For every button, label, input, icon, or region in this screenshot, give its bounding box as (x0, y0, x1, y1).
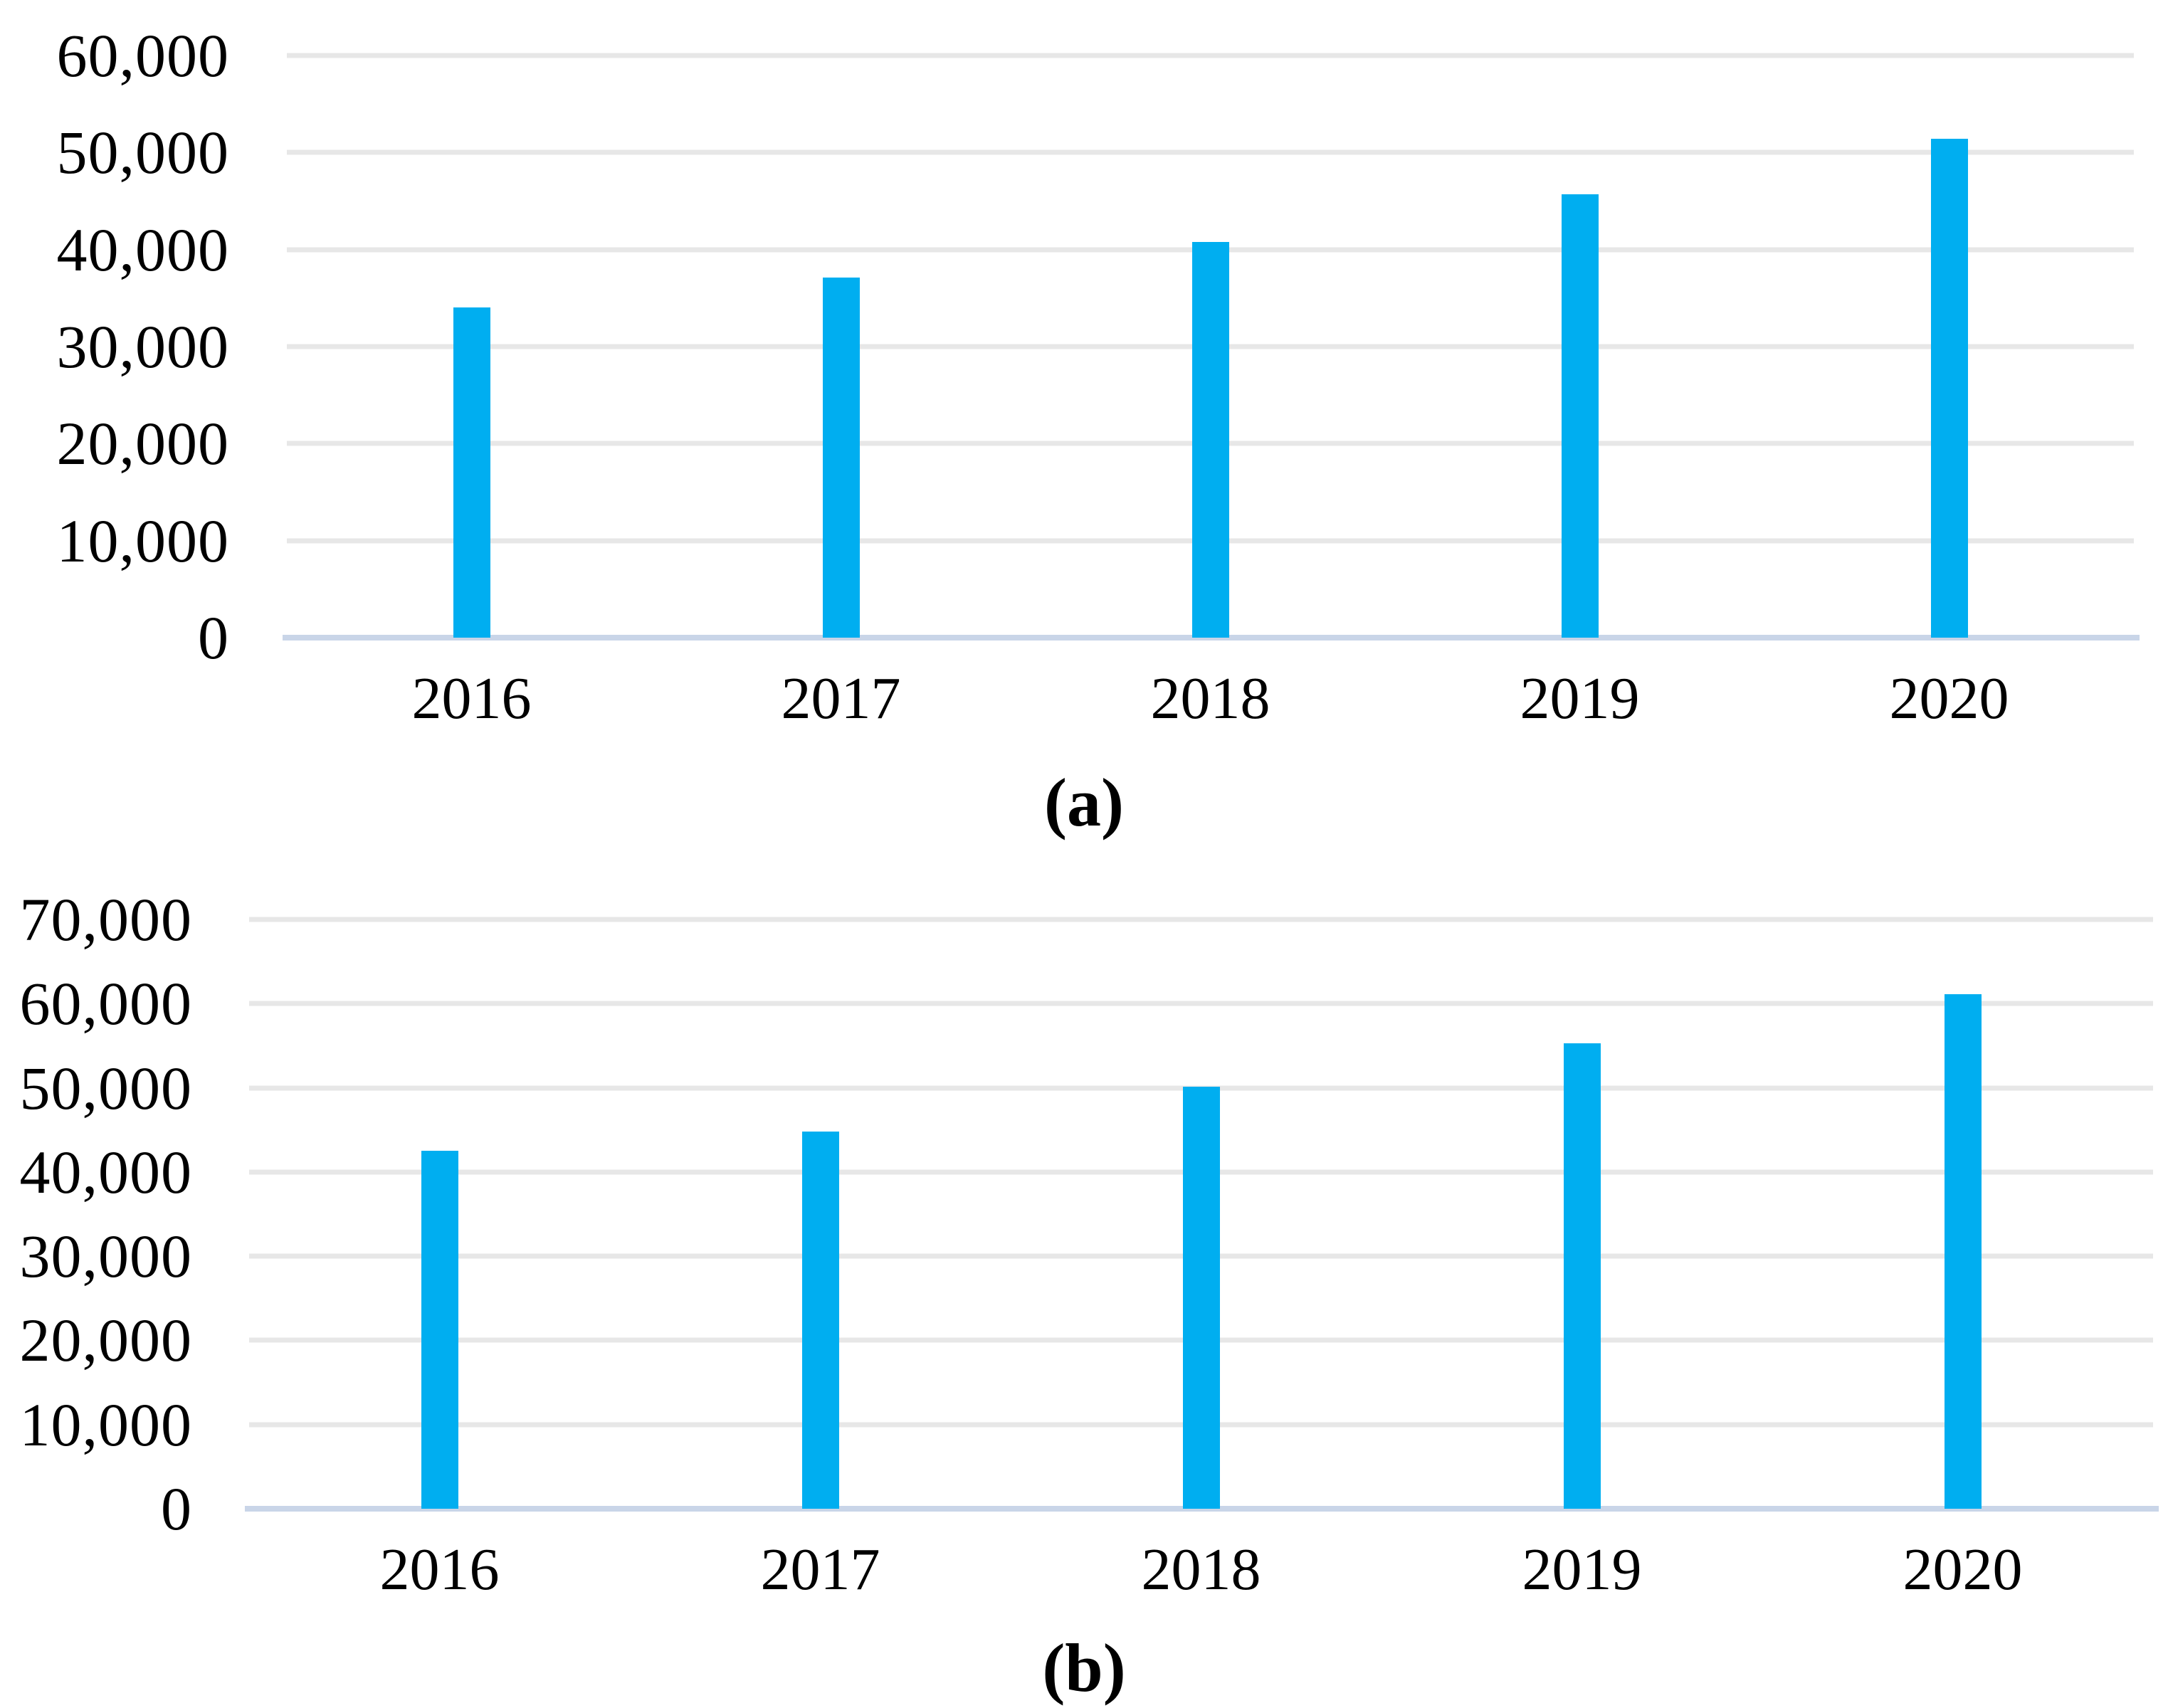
chart-b: 70,000 60,000 50,000 40,000 30,000 20,000 10,0… (0, 889, 2168, 1600)
x-axis-baseline (283, 635, 2140, 640)
gridline (287, 149, 2134, 155)
y-tick-label: 20,000 (19, 1306, 192, 1375)
bar-2018 (1191, 241, 1229, 638)
plot-area (283, 53, 2140, 640)
bar-2016 (453, 307, 490, 638)
x-axis: 2016 2017 2018 2019 2020 (287, 638, 2134, 752)
bar-2020 (1930, 139, 1968, 638)
bar-2017 (801, 1132, 839, 1509)
caption-a: (a) (1044, 764, 1124, 840)
y-tick-label: 70,000 (19, 885, 192, 954)
x-tick-label: 2016 (411, 665, 532, 732)
y-tick-label: 50,000 (19, 1053, 192, 1122)
x-tick-label: 2020 (1889, 665, 2009, 732)
y-axis: 70,000 60,000 50,000 40,000 30,000 20,000 10,0… (0, 889, 192, 1539)
y-tick-label: 30,000 (56, 312, 229, 381)
y-tick-label: 30,000 (19, 1222, 192, 1291)
y-tick-label: 20,000 (56, 409, 229, 478)
x-tick-label: 2019 (1520, 665, 1640, 732)
x-tick-label: 2019 (1522, 1536, 1642, 1603)
y-tick-label: 40,000 (56, 215, 229, 284)
y-tick-label: 10,000 (56, 506, 229, 575)
x-tick-label: 2020 (1903, 1536, 2023, 1603)
gridline (287, 53, 2134, 58)
bar-2019 (1563, 1043, 1601, 1509)
bar-2019 (1561, 194, 1599, 638)
y-tick-label: 40,000 (19, 1137, 192, 1206)
x-tick-label: 2017 (781, 665, 901, 732)
bar-2016 (421, 1151, 458, 1509)
x-tick-label: 2018 (1150, 665, 1270, 732)
y-tick-label: 50,000 (56, 118, 229, 187)
x-tick-label: 2018 (1141, 1536, 1261, 1603)
gridline (249, 917, 2153, 922)
gridline (249, 1001, 2153, 1006)
y-axis: 60,000 50,000 40,000 30,000 20,000 10,000 0 (0, 25, 229, 668)
x-tick-label: 2017 (760, 1536, 880, 1603)
y-tick-label: 0 (198, 603, 229, 672)
bar-2018 (1182, 1087, 1220, 1509)
x-axis-baseline (245, 1506, 2159, 1512)
chart-a: 60,000 50,000 40,000 30,000 20,000 10,000 0 20… (0, 25, 2168, 729)
y-tick-label: 60,000 (19, 969, 192, 1038)
y-tick-label: 60,000 (56, 21, 229, 90)
plot-area (245, 917, 2159, 1512)
x-axis: 2016 2017 2018 2019 2020 (249, 1509, 2153, 1623)
x-tick-label: 2016 (379, 1536, 500, 1603)
caption-b: (b) (1042, 1630, 1126, 1706)
y-tick-label: 10,000 (19, 1390, 192, 1459)
bar-2017 (822, 278, 860, 638)
bar-2020 (1944, 994, 1982, 1509)
y-tick-label: 0 (161, 1475, 192, 1543)
